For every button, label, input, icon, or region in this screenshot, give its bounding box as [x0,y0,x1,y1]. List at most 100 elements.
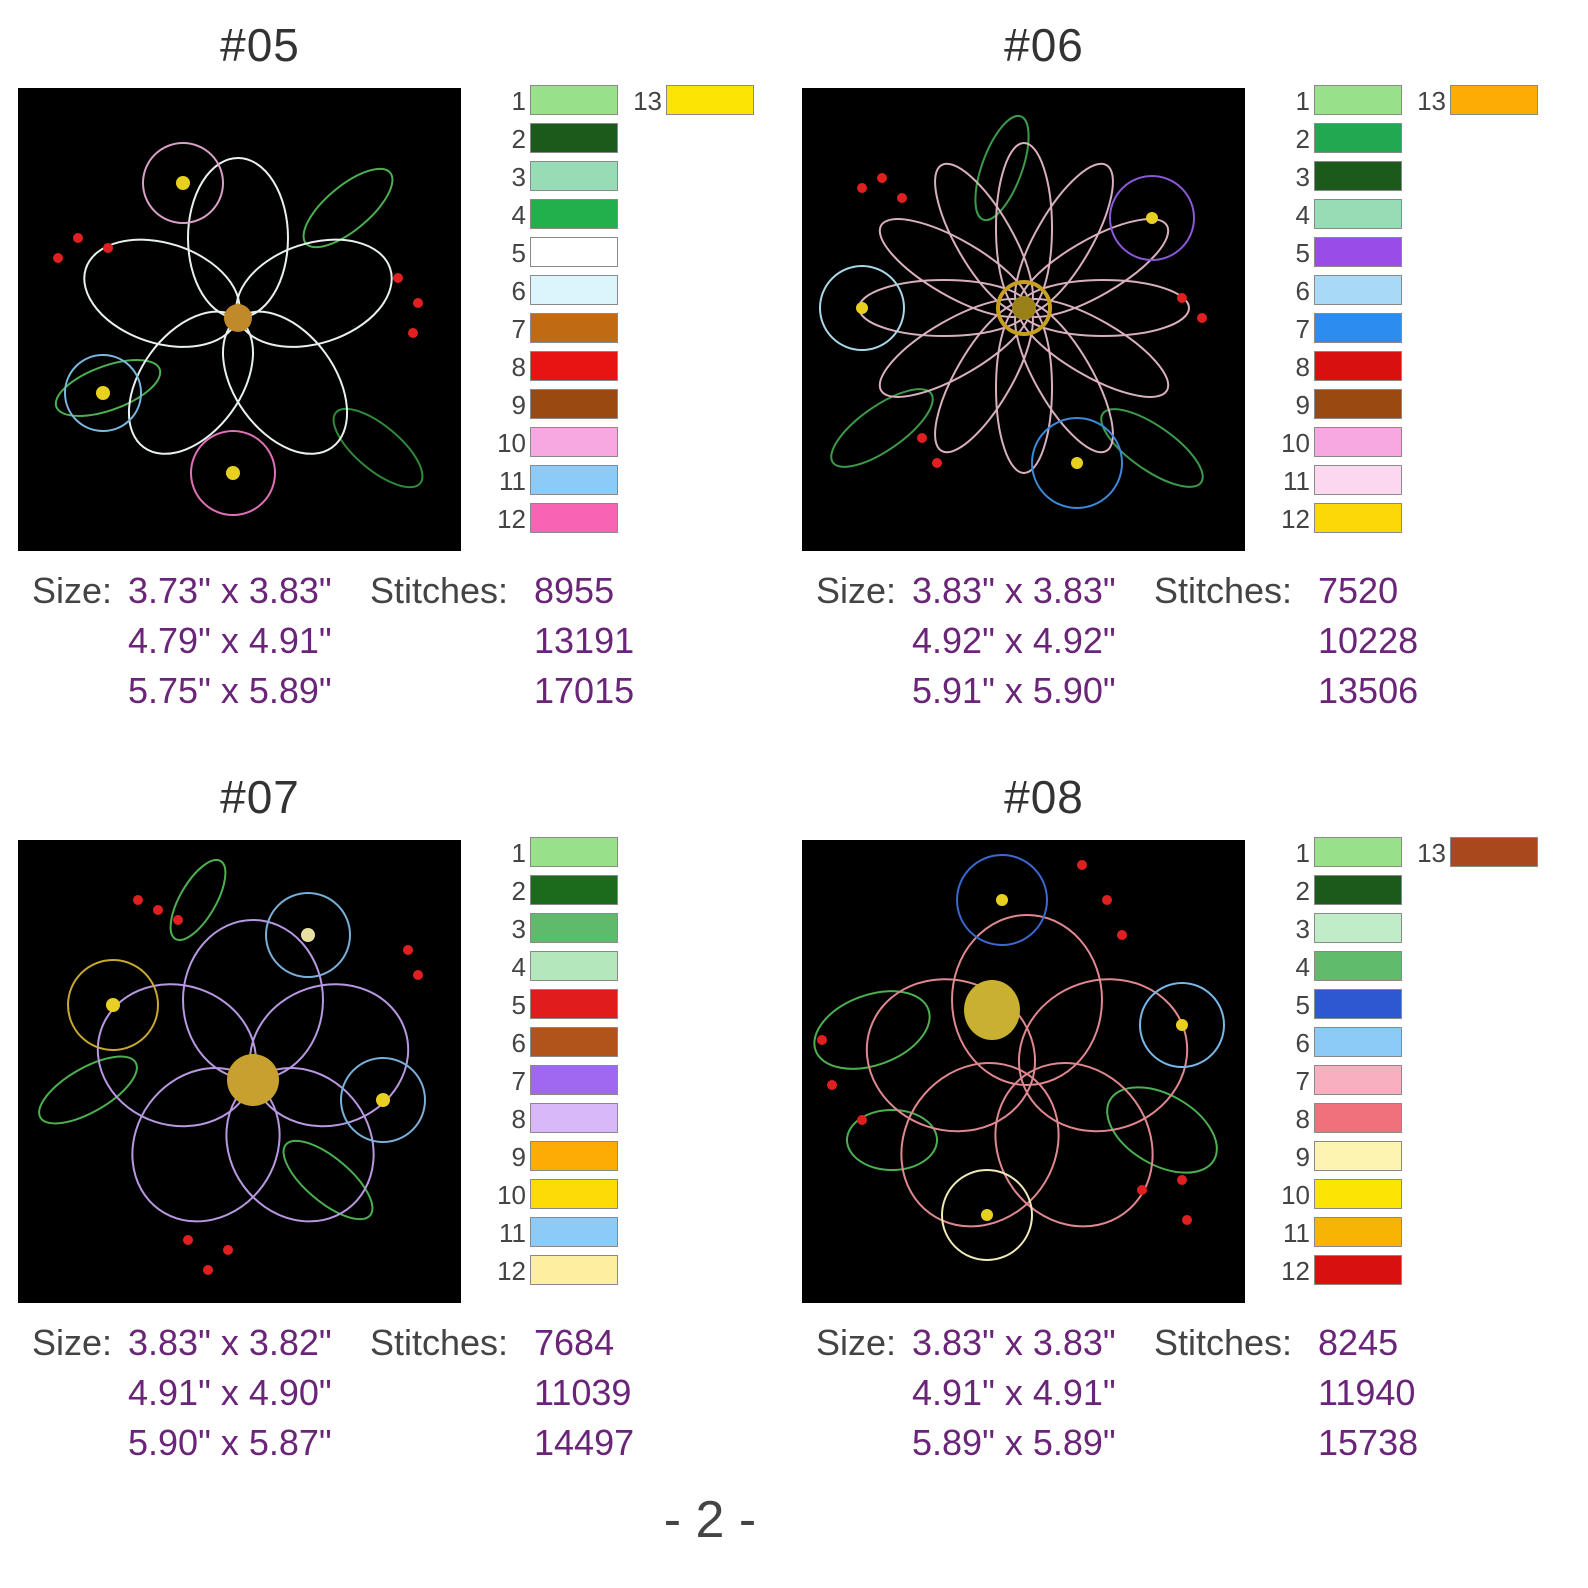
thread-number: 3 [511,914,526,944]
thread-swatch [530,237,618,267]
thread-swatch [666,85,754,115]
stitches-value-large: 15738 [1318,1422,1419,1463]
thread-color-2: 2 [482,873,632,907]
thread-number: 11 [499,1218,526,1248]
thread-number: 1 [511,86,526,116]
size-value-medium: 4.91" x 4.91" [912,1372,1116,1413]
size-value-large: 5.91" x 5.90" [912,670,1116,711]
thread-number: 10 [497,1180,526,1210]
thread-color-3: 3 [482,159,632,193]
design-card-08: #08 [784,752,1578,1512]
thread-color-9: 9 [1266,1139,1416,1173]
thread-number: 8 [1295,1104,1310,1134]
thread-number: 9 [511,1142,526,1172]
thread-number: 12 [1281,504,1310,534]
thread-color-1: 1 [482,83,632,117]
thread-color-4: 4 [1266,949,1416,983]
stitches-label: Stitches: [370,570,509,611]
thread-number: 13 [633,86,662,116]
thread-number: 8 [511,352,526,382]
size-value-small: 3.73" x 3.83" [128,570,332,611]
thread-swatch [530,1141,618,1171]
thread-swatch [530,913,618,943]
stitches-value-medium: 13191 [534,620,635,661]
design-card-05: #05 [0,0,794,760]
thread-color-12: 12 [1266,501,1416,535]
thread-number: 13 [1417,838,1446,868]
thread-color-5: 5 [482,235,632,269]
thread-color-4: 4 [1266,197,1416,231]
thread-swatch [530,989,618,1019]
thread-swatch [1314,913,1402,943]
thread-swatch [1314,123,1402,153]
thread-swatch [1314,161,1402,191]
thread-swatch [1314,85,1402,115]
thread-color-6: 6 [482,1025,632,1059]
thread-swatch [1314,1141,1402,1171]
design-specs: Size: 3.83" x 3.83" 4.92" x 4.92" 5.91" … [816,570,1556,730]
thread-color-12: 12 [482,1253,632,1287]
thread-number: 8 [1295,352,1310,382]
size-label: Size: [32,570,113,611]
thread-color-6: 6 [482,273,632,307]
thread-swatch [1314,313,1402,343]
stitches-value-medium: 10228 [1318,620,1419,661]
thread-number: 11 [1283,466,1310,496]
thread-color-13: 13 [1402,83,1552,117]
thread-color-1: 1 [1266,83,1416,117]
thread-swatch [1314,199,1402,229]
thread-swatch [1314,503,1402,533]
page-number: - 2 - [663,1491,757,1549]
stitches-value-small: 8245 [1318,1322,1399,1363]
thread-color-10: 10 [482,1177,632,1211]
thread-swatch [1314,1179,1402,1209]
thread-swatch [1314,1217,1402,1247]
thread-number: 6 [1295,1028,1310,1058]
thread-number: 11 [499,466,526,496]
thread-swatch [1314,1103,1402,1133]
thread-color-5: 5 [1266,987,1416,1021]
thread-color-8: 8 [1266,1101,1416,1135]
thread-swatch [530,1217,618,1247]
thread-number: 7 [511,1066,526,1096]
thread-number: 6 [511,1028,526,1058]
size-value-large: 5.90" x 5.87" [128,1422,332,1463]
size-value-small: 3.83" x 3.83" [912,570,1116,611]
stitches-value-medium: 11940 [1318,1372,1416,1413]
thread-swatch [530,465,618,495]
thread-swatch [1314,465,1402,495]
thread-number: 2 [1295,124,1310,154]
thread-number: 2 [511,876,526,906]
thread-swatch [530,199,618,229]
design-title: #06 [1004,19,1084,71]
design-specs: Size: 3.73" x 3.83" 4.79" x 4.91" 5.75" … [32,570,772,730]
thread-swatch [530,389,618,419]
thread-number: 4 [511,200,526,230]
thread-swatch [530,951,618,981]
thread-number: 3 [1295,162,1310,192]
thread-color-4: 4 [482,949,632,983]
thread-swatch [1314,951,1402,981]
thread-number: 1 [1295,838,1310,868]
thread-number: 4 [1295,200,1310,230]
thread-swatch [530,875,618,905]
thread-number: 9 [1295,390,1310,420]
thread-number: 8 [511,1104,526,1134]
thread-number: 11 [1283,1218,1310,1248]
size-value-medium: 4.79" x 4.91" [128,620,332,661]
thread-swatch [1314,837,1402,867]
thread-color-4: 4 [482,197,632,231]
thread-color-2: 2 [482,121,632,155]
design-title: #07 [220,771,300,823]
thread-color-11: 11 [1266,463,1416,497]
thread-number: 9 [511,390,526,420]
thread-number: 10 [497,428,526,458]
thread-color-9: 9 [482,1139,632,1173]
thread-swatch [1314,1255,1402,1285]
stitches-value-small: 7520 [1318,570,1399,611]
size-label: Size: [816,1322,897,1363]
thread-color-11: 11 [482,1215,632,1249]
thread-color-chart: 1 2 3 4 5 6 7 8 9 10 11 12 13 [1266,83,1556,543]
thread-number: 2 [511,124,526,154]
thread-color-7: 7 [482,311,632,345]
